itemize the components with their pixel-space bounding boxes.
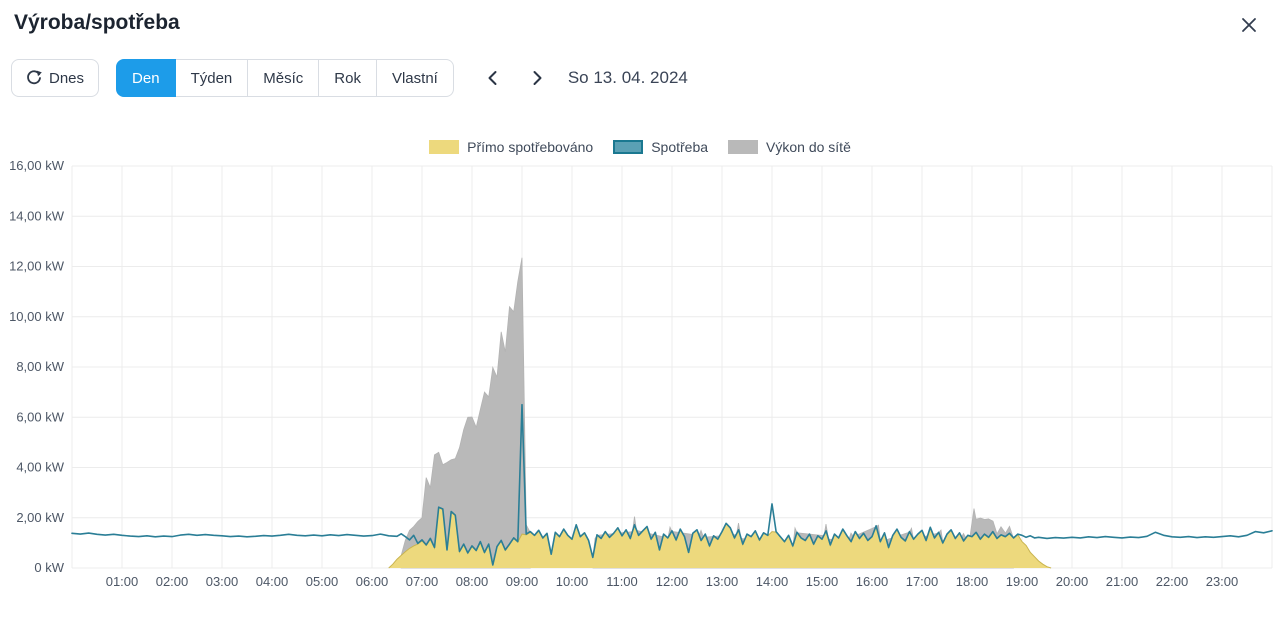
y-tick-label: 6,00 kW	[16, 409, 64, 424]
x-tick-label: 03:00	[206, 574, 239, 589]
close-icon	[1242, 18, 1256, 32]
x-tick-label: 01:00	[106, 574, 139, 589]
x-tick-label: 06:00	[356, 574, 389, 589]
x-tick-label: 12:00	[656, 574, 689, 589]
x-tick-label: 11:00	[606, 574, 638, 589]
legend-item-primo spotrebovano[interactable]: Přímo spotřebováno	[429, 139, 593, 155]
next-day-button[interactable]	[520, 61, 554, 95]
x-tick-label: 20:00	[1056, 574, 1089, 589]
y-tick-label: 0 kW	[34, 560, 64, 575]
y-tick-label: 16,00 kW	[9, 158, 65, 173]
close-button[interactable]	[1236, 12, 1262, 38]
area-power-to-grid	[400, 257, 531, 569]
legend-swatch-primo spotrebovano	[429, 140, 460, 154]
legend-item-vykon do site[interactable]: Výkon do sítě	[728, 139, 851, 155]
x-tick-label: 15:00	[806, 574, 839, 589]
x-tick-label: 08:00	[456, 574, 489, 589]
range-button-rok[interactable]: Rok	[319, 59, 377, 97]
range-button-mesic[interactable]: Měsíc	[248, 59, 320, 97]
y-tick-label: 4,00 kW	[16, 460, 64, 475]
legend-item-spotreba[interactable]: Spotřeba	[613, 139, 708, 155]
previous-day-button[interactable]	[476, 61, 510, 95]
refresh-icon	[27, 70, 42, 85]
today-button[interactable]: Dnes	[11, 59, 100, 97]
x-tick-label: 22:00	[1156, 574, 1189, 589]
range-segmented-control: Den Týden Měsíc Rok Vlastní	[116, 59, 454, 97]
x-tick-label: 07:00	[406, 574, 439, 589]
line-consumption	[71, 403, 1273, 566]
x-tick-label: 14:00	[756, 574, 789, 589]
x-tick-label: 05:00	[306, 574, 339, 589]
legend-swatch-vykon do site	[728, 140, 759, 154]
legend-label-vykon do site: Výkon do sítě	[766, 139, 851, 155]
x-tick-label: 09:00	[506, 574, 539, 589]
chart-area: 0 kW 2,00 kW 4,00 kW 6,00 kW 8,00 kW 10,00 kW…	[0, 130, 1280, 610]
x-tick-label: 13:00	[706, 574, 739, 589]
legend-label-primo spotrebovano: Přímo spotřebováno	[467, 139, 594, 155]
range-button-tyden[interactable]: Týden	[175, 59, 249, 97]
today-button-label: Dnes	[49, 69, 85, 87]
x-tick-label: 17:00	[906, 574, 939, 589]
selected-date-label: So 13. 04. 2024	[567, 68, 688, 87]
legend-swatch-spotreba	[613, 140, 644, 154]
y-tick-label: 2,00 kW	[16, 510, 64, 525]
x-tick-label: 04:00	[256, 574, 289, 589]
chevron-right-icon	[533, 71, 542, 85]
legend-label-spotreba: Spotřeba	[651, 139, 709, 155]
toolbar: Dnes Den Týden Měsíc Rok Vlastní So 13. 04. …	[11, 59, 688, 97]
area-directly-consumed	[388, 507, 1052, 568]
chart-legend: Přímo spotřebováno Spotřeba Výkon do sítě	[0, 139, 1280, 155]
y-tick-label: 8,00 kW	[16, 359, 64, 374]
y-tick-label: 10,00 kW	[9, 309, 65, 324]
range-button-vlastni[interactable]: Vlastní	[376, 59, 454, 97]
production-consumption-chart[interactable]: 0 kW 2,00 kW 4,00 kW 6,00 kW 8,00 kW 10,00 kW…	[0, 130, 1280, 610]
x-tick-label: 19:00	[1006, 574, 1039, 589]
x-tick-label: 02:00	[156, 574, 189, 589]
chevron-left-icon	[488, 71, 497, 85]
x-tick-label: 23:00	[1206, 574, 1239, 589]
x-tick-label: 21:00	[1106, 574, 1139, 589]
x-tick-label: 18:00	[956, 574, 989, 589]
y-tick-label: 12,00 kW	[9, 259, 65, 274]
x-tick-label: 10:00	[556, 574, 589, 589]
y-tick-label: 14,00 kW	[9, 208, 65, 223]
range-button-den[interactable]: Den	[116, 59, 176, 97]
page-title: Výroba/spotřeba	[14, 11, 180, 34]
x-tick-label: 16:00	[856, 574, 889, 589]
